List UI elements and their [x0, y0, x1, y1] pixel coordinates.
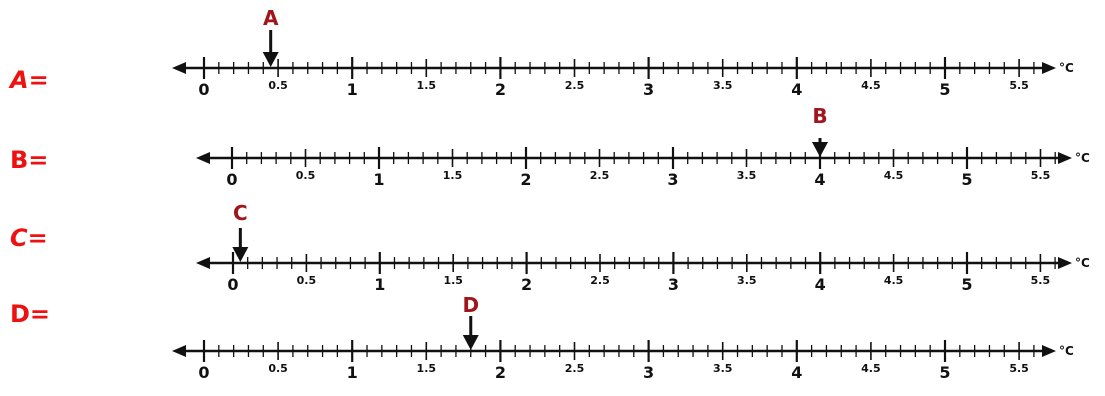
tick-label: 3: [643, 80, 654, 99]
tick-label: 3: [668, 275, 679, 294]
marker-letter-a: A: [263, 6, 279, 30]
tick-label: 2.5: [590, 169, 610, 182]
tick-label: 3.5: [737, 274, 757, 287]
left-arrow-icon: [172, 345, 186, 357]
number-line-d: 0 0.5 1 1.5 2 2.5 3 3.5 4 4.5 5 5.5 °C D: [172, 293, 1074, 382]
tick-label: 5: [939, 363, 950, 382]
tick-label: 3.5: [713, 79, 733, 92]
tick-label: 0: [226, 170, 237, 189]
tick-label: 1.5: [443, 169, 463, 182]
tick-label: 1: [347, 363, 358, 382]
down-arrow-icon: [232, 247, 249, 262]
tick-label: 2.5: [565, 362, 585, 375]
tick-label: 1.5: [443, 274, 463, 287]
marker-letter-b: B: [812, 104, 827, 128]
tick-label: 4: [791, 80, 802, 99]
left-arrow-icon: [172, 62, 186, 74]
tick-label: 4: [815, 275, 826, 294]
number-line-a: 0 0.5 1 1.5 2 2.5 3 3.5 4 4.5 5 5.5 °C A: [172, 6, 1074, 99]
question-labels: A= B= C= D=: [8, 66, 50, 328]
tick-label: 1: [373, 170, 384, 189]
tick-label: 4: [814, 170, 825, 189]
right-arrow-icon: [1058, 152, 1072, 164]
tick-label: 1: [374, 275, 385, 294]
tick-label: 1.5: [417, 362, 437, 375]
tick-label: 2: [521, 275, 532, 294]
right-arrow-icon: [1058, 257, 1072, 269]
tick-label: 5: [939, 80, 950, 99]
tick-label: 0: [198, 363, 209, 382]
tick-label: 5.5: [1031, 274, 1051, 287]
down-arrow-icon: [812, 142, 828, 157]
tick-label: 3.5: [737, 169, 757, 182]
tick-label: 0.5: [296, 169, 316, 182]
tick-label: 5.5: [1031, 169, 1051, 182]
tick-label: 2.5: [565, 79, 585, 92]
tick-label: 1: [347, 80, 358, 99]
tick-label: 3.5: [713, 362, 733, 375]
marker-b: B: [812, 104, 828, 157]
number-lines: 0 0.5 1 1.5 2 2.5 3 3.5 4 4.5 5 5.5 °C A 0 0.5 1 1.5 2 2.5 3…: [172, 6, 1090, 382]
marker-letter-d: D: [462, 293, 479, 317]
unit-label: °C: [1075, 256, 1090, 270]
tick-label: 0: [198, 80, 209, 99]
tick-label: 4.5: [884, 274, 904, 287]
tick-label: 1.5: [417, 79, 437, 92]
unit-label: °C: [1059, 61, 1074, 75]
right-arrow-icon: [1042, 62, 1056, 74]
down-arrow-icon: [462, 335, 479, 350]
tick-label: 0: [227, 275, 238, 294]
tick-label: 4.5: [861, 79, 881, 92]
tick-label: 5.5: [1009, 362, 1029, 375]
tick-label: 3: [643, 363, 654, 382]
tick-label: 2: [520, 170, 531, 189]
number-line-b: 0 0.5 1 1.5 2 2.5 3 3.5 4 4.5 5 5.5 °C B: [196, 104, 1090, 189]
left-arrow-icon: [196, 257, 210, 269]
tick-label: 2: [495, 80, 506, 99]
tick-label: 0.5: [268, 362, 288, 375]
tick-label: 4.5: [861, 362, 881, 375]
tick-label: 0.5: [268, 79, 288, 92]
right-arrow-icon: [1042, 345, 1056, 357]
question-label-c: C=: [10, 224, 48, 252]
tick-label: 4: [791, 363, 802, 382]
question-label-a: A=: [8, 66, 49, 94]
tick-label: 4.5: [884, 169, 904, 182]
tick-label: 5.5: [1009, 79, 1029, 92]
marker-d: D: [462, 293, 479, 350]
marker-letter-c: C: [233, 201, 248, 225]
tick-label: 5: [961, 275, 972, 294]
tick-label: 2.5: [590, 274, 610, 287]
tick-label: 3: [667, 170, 678, 189]
question-label-b: B=: [10, 146, 48, 174]
tick-label: 2: [495, 363, 506, 382]
down-arrow-icon: [262, 52, 279, 67]
tick-label: 0.5: [297, 274, 317, 287]
number-line-c: 0 0.5 1 1.5 2 2.5 3 3.5 4 4.5 5 5.5 °C C: [196, 201, 1090, 294]
question-label-d: D=: [10, 300, 50, 328]
left-arrow-icon: [196, 152, 210, 164]
marker-a: A: [262, 6, 279, 67]
unit-label: °C: [1059, 344, 1074, 358]
marker-c: C: [232, 201, 249, 262]
tick-label: 5: [961, 170, 972, 189]
unit-label: °C: [1075, 151, 1090, 165]
